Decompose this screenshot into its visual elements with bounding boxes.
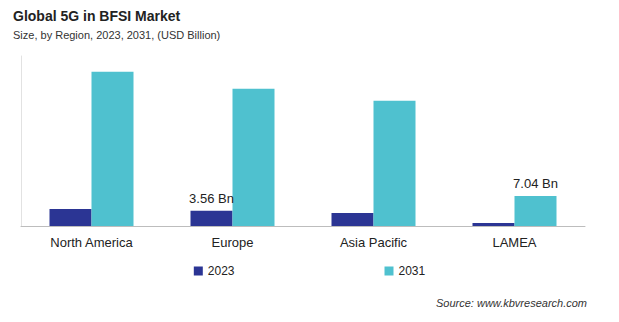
svg-text:Source: www.kbvresearch.com: Source: www.kbvresearch.com <box>436 297 587 309</box>
svg-text:2023: 2023 <box>208 264 235 278</box>
svg-text:2031: 2031 <box>399 264 426 278</box>
svg-text:3.56 Bn: 3.56 Bn <box>189 191 234 206</box>
svg-text:Size, by Region, 2023, 2031, (: Size, by Region, 2023, 2031, (USD Billio… <box>13 29 220 41</box>
svg-text:LAMEA: LAMEA <box>492 235 536 250</box>
svg-text:North America: North America <box>50 235 133 250</box>
svg-text:Europe: Europe <box>212 235 254 250</box>
svg-text:Global 5G in BFSI Market: Global 5G in BFSI Market <box>13 8 181 24</box>
svg-text:7.04 Bn: 7.04 Bn <box>513 176 558 191</box>
svg-text:Asia Pacific: Asia Pacific <box>340 235 408 250</box>
